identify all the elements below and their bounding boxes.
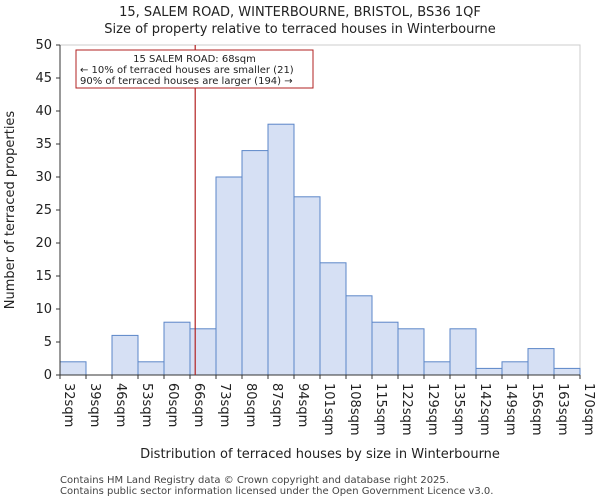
bar <box>59 361 87 376</box>
annotation-line: ← 10% of terraced houses are smaller (21… <box>80 65 294 76</box>
bar <box>449 328 477 376</box>
y-tick-label: 0 <box>44 368 52 383</box>
chart-subtitle: Size of property relative to terraced ho… <box>104 22 496 37</box>
x-tick-label: 66sqm <box>191 383 206 427</box>
x-tick-label: 46sqm <box>113 383 128 427</box>
y-tick-label: 20 <box>35 236 52 251</box>
bar <box>189 328 217 376</box>
x-tick-label: 149sqm <box>503 383 518 436</box>
annotation-line: 15 SALEM ROAD: 68sqm <box>133 54 256 65</box>
bar <box>397 328 425 376</box>
bar <box>215 176 243 376</box>
bar <box>111 334 139 376</box>
x-tick-label: 170sqm <box>581 383 596 436</box>
x-tick-label: 122sqm <box>399 383 414 436</box>
x-tick-label: 87sqm <box>269 383 284 427</box>
x-tick-label: 94sqm <box>295 383 310 427</box>
annotation-box <box>75 49 314 89</box>
bar <box>163 321 191 376</box>
y-tick-label: 10 <box>35 302 52 317</box>
x-tick-label: 39sqm <box>87 383 102 427</box>
y-tick-label: 40 <box>35 104 52 119</box>
bar <box>553 367 581 376</box>
annotation-line: 90% of terraced houses are larger (194) … <box>80 76 293 87</box>
y-tick-label: 35 <box>35 137 52 152</box>
x-tick-label: 73sqm <box>217 383 232 427</box>
bar <box>475 367 503 376</box>
chart-title: 15, SALEM ROAD, WINTERBOURNE, BRISTOL, B… <box>119 5 481 20</box>
y-tick-label: 25 <box>35 203 52 218</box>
bar <box>371 321 399 376</box>
bar <box>423 361 451 376</box>
y-axis-label: Number of terraced properties <box>3 111 18 310</box>
x-tick-label: 142sqm <box>477 383 492 436</box>
y-tick-label: 45 <box>35 71 52 86</box>
x-tick-label: 156sqm <box>529 383 544 436</box>
bar <box>345 295 373 376</box>
x-tick-label: 108sqm <box>347 383 362 436</box>
y-tick-label: 5 <box>44 335 52 350</box>
bar <box>137 361 165 376</box>
bar <box>267 123 295 376</box>
y-tick-label: 15 <box>35 269 52 284</box>
footer-line-1: Contains HM Land Registry data © Crown c… <box>60 475 449 486</box>
x-tick-label: 135sqm <box>451 383 466 436</box>
y-tick-label: 50 <box>35 38 52 53</box>
y-tick-label: 30 <box>35 170 52 185</box>
x-tick-label: 80sqm <box>243 383 258 427</box>
bar <box>527 348 555 376</box>
x-tick-label: 32sqm <box>61 383 76 427</box>
footer-line-2: Contains public sector information licen… <box>60 486 494 497</box>
bar <box>293 196 321 376</box>
x-tick-label: 129sqm <box>425 383 440 436</box>
x-tick-label: 60sqm <box>165 383 180 427</box>
bar <box>241 150 269 376</box>
x-tick-label: 53sqm <box>139 383 154 427</box>
x-tick-label: 115sqm <box>373 383 388 436</box>
x-tick-label: 101sqm <box>321 383 336 436</box>
x-axis-label: Distribution of terraced houses by size … <box>140 447 500 462</box>
bar <box>319 262 347 376</box>
x-tick-label: 163sqm <box>555 383 570 436</box>
bar <box>501 361 529 376</box>
